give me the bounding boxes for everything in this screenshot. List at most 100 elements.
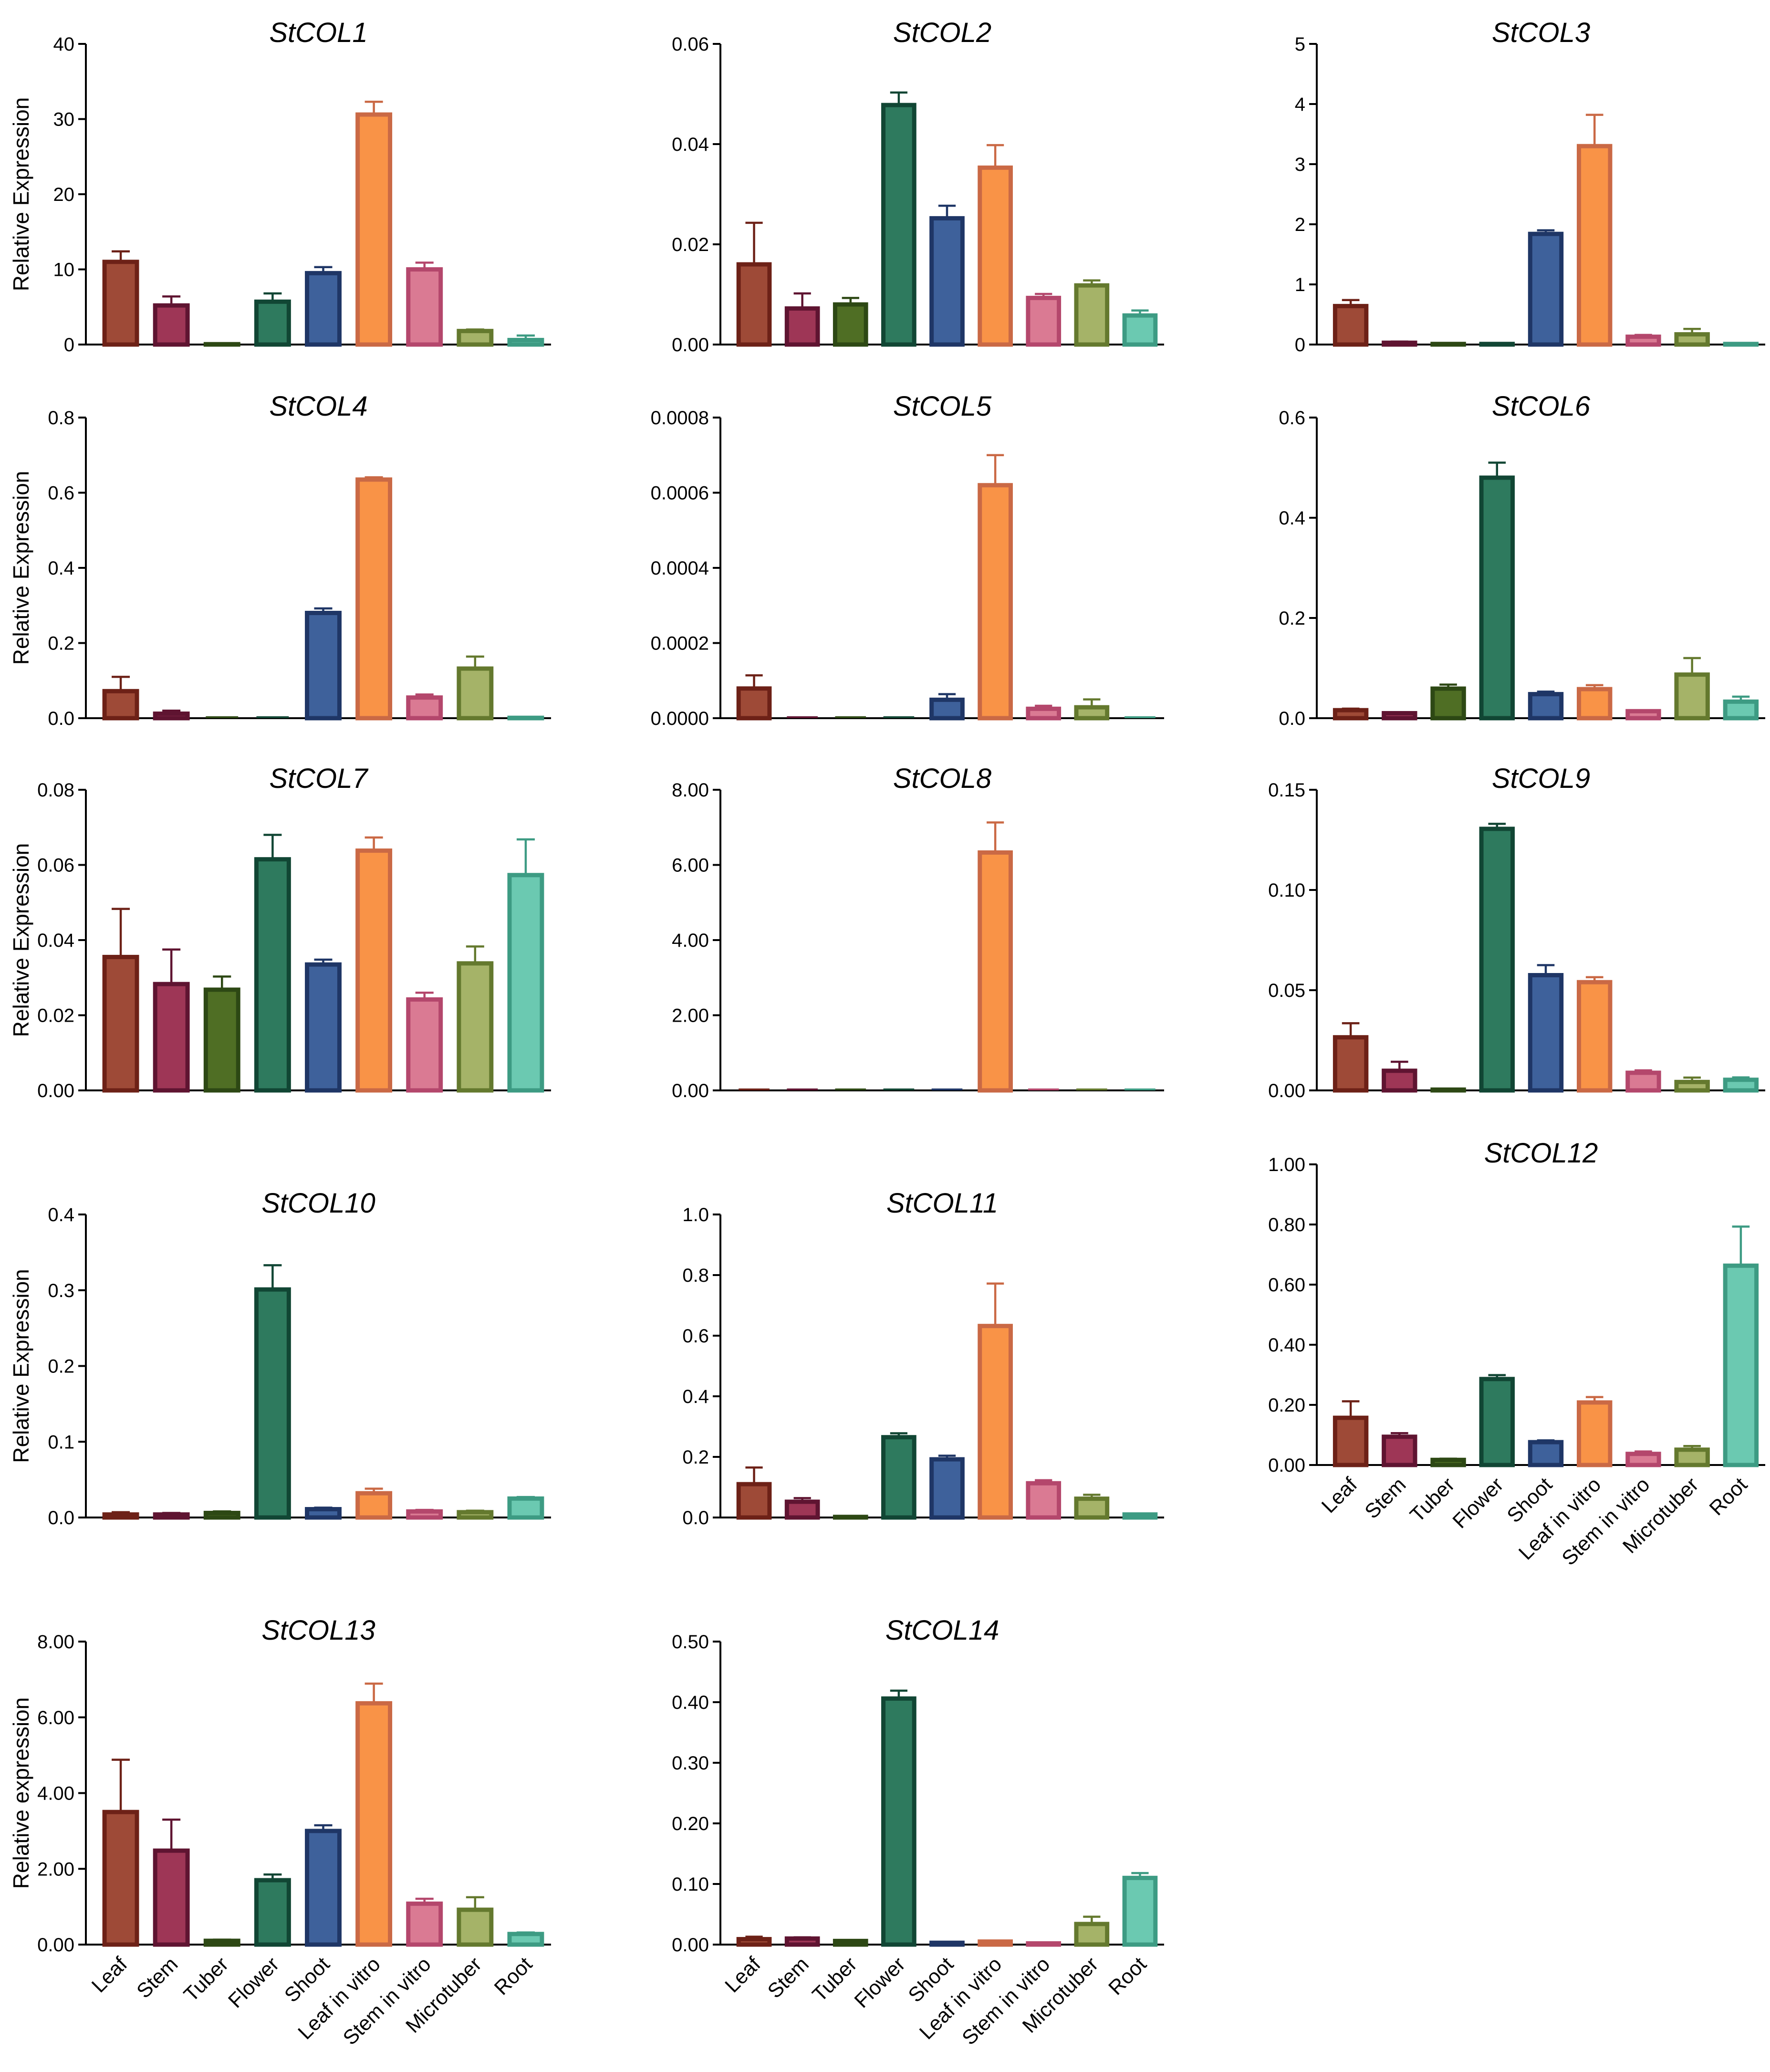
y-axis-label: Relative Expression [9, 1269, 33, 1463]
y-tick-label: 0.0 [48, 708, 74, 729]
bar-leaf [736, 686, 772, 721]
chart-StCOL2: StCOL2 0.00 0.02 0.04 0.06 [672, 17, 1164, 356]
y-tick-label: 0.4 [48, 1204, 74, 1225]
bar-flower [1479, 475, 1515, 721]
y-tick-label: 0.06 [672, 34, 709, 55]
bar-stem [784, 1499, 820, 1520]
error-bar [745, 1936, 763, 1939]
x-category-label: Stem [1360, 1473, 1410, 1523]
bar-shoot [305, 1507, 342, 1520]
error-bar [415, 693, 434, 698]
error-bar [162, 1818, 181, 1851]
y-tick-label: 0.2 [1279, 608, 1305, 629]
error-bar [1585, 684, 1603, 690]
error-bar [1342, 1022, 1360, 1037]
y-tick-label: 0.0004 [651, 558, 709, 579]
bar-leaf [1333, 303, 1369, 347]
y-tick-label: 0.1 [48, 1432, 74, 1453]
bar-flower [881, 1435, 916, 1520]
error-bar [112, 250, 130, 262]
y-tick-label: 0.3 [48, 1280, 74, 1301]
bar-stem-in-vitro [1625, 709, 1661, 721]
bar-shoot [929, 697, 965, 721]
x-category-label: Stem [763, 1953, 813, 2003]
chart-title: StCOL3 [1492, 17, 1590, 48]
y-tick-label: 0.00 [672, 1935, 709, 1956]
error-bar [938, 1455, 956, 1460]
x-category-label: Leaf [1317, 1473, 1362, 1517]
bar-flower [1479, 827, 1515, 1093]
bar-tuber [203, 1510, 240, 1520]
bar-microtuber [1674, 672, 1710, 721]
y-tick-label: 0.00 [1268, 1455, 1305, 1476]
chart-StCOL3: StCOL3 0 1 2 3 4 5 [1295, 17, 1765, 356]
bar-leaf-in-vitro [978, 165, 1013, 347]
bar-leaf-in-vitro [355, 1491, 393, 1520]
error-bar [516, 1931, 535, 1934]
y-tick-label: 0.30 [672, 1753, 709, 1774]
y-tick-label: 0.0008 [651, 408, 709, 429]
y-tick-label: 1.0 [682, 1204, 709, 1225]
y-tick-label: 0.04 [37, 930, 74, 951]
chart-StCOL4: StCOL4 Relative Expression 0.0 0.2 0.4 0.6 0.8 [9, 391, 551, 729]
bar-leaf [1333, 1415, 1369, 1467]
bar-microtuber [1074, 283, 1110, 347]
bar-stem-in-vitro [406, 997, 443, 1093]
chart-title: StCOL1 [269, 17, 367, 48]
y-tick-label: 4.00 [672, 930, 709, 951]
error-bar [1732, 1076, 1750, 1080]
y-tick-label: 2.00 [672, 1005, 709, 1026]
y-tick-label: 0.0002 [651, 633, 709, 654]
bar-leaf-in-vitro [1577, 687, 1613, 721]
y-tick-label: 0.06 [37, 855, 74, 876]
error-bar [1035, 1479, 1052, 1484]
bar-stem-in-vitro [406, 695, 443, 721]
y-tick-label: 0.50 [672, 1632, 709, 1653]
error-bar [842, 297, 859, 304]
error-bar [314, 1507, 333, 1509]
error-bar [1488, 823, 1506, 829]
bar-flower [1479, 1377, 1515, 1467]
error-bar [1035, 293, 1052, 298]
error-bar [745, 674, 763, 689]
y-tick-label: 0.4 [1279, 508, 1305, 529]
error-bar [466, 328, 484, 331]
error-bar [263, 1264, 282, 1290]
bar-leaf-in-vitro [1577, 1400, 1613, 1467]
bar-shoot [305, 1829, 342, 1947]
bar-tuber [203, 342, 240, 347]
chart-StCOL6: StCOL6 0.0 0.2 0.4 0.6 [1279, 391, 1765, 729]
error-bar [263, 834, 282, 859]
chart-StCOL9: StCOL9 0.00 0.05 0.10 0.15 [1268, 763, 1765, 1101]
error-bar [112, 1758, 130, 1812]
bar-shoot [1528, 1440, 1564, 1467]
error-bar [1391, 1060, 1408, 1071]
chart-StCOL8: StCOL8 0.00 2.00 4.00 6.00 8.00 [672, 763, 1164, 1101]
bar-leaf-in-vitro [978, 850, 1013, 1093]
bar-shoot [1528, 692, 1564, 721]
error-bar [364, 836, 383, 851]
bar-leaf-in-vitro [1577, 144, 1613, 347]
bar-root [507, 1932, 544, 1947]
bar-leaf [1333, 1035, 1369, 1093]
bar-microtuber [457, 1907, 494, 1947]
error-bar [213, 1938, 231, 1941]
error-bar [162, 295, 181, 306]
error-bar [745, 221, 763, 264]
bar-microtuber [1074, 1496, 1110, 1520]
bar-tuber [1430, 686, 1466, 721]
error-bar [1585, 114, 1603, 147]
error-bar [162, 1512, 181, 1515]
y-tick-label: 1.00 [1268, 1154, 1305, 1175]
error-bar [415, 1897, 434, 1904]
bar-microtuber [457, 1510, 494, 1520]
x-category-label: Flower [1448, 1473, 1508, 1533]
y-tick-label: 0.00 [37, 1080, 74, 1101]
chart-StCOL7: StCOL7 Relative Expression 0.00 0.02 0.04 0.0… [9, 763, 551, 1101]
bar-leaf-in-vitro [355, 848, 393, 1093]
y-tick-label: 1 [1295, 274, 1305, 295]
error-bar [793, 1497, 811, 1502]
y-axis-label: Relative Expression [9, 471, 33, 665]
bar-shoot [305, 611, 342, 721]
bar-flower [881, 1696, 916, 1947]
